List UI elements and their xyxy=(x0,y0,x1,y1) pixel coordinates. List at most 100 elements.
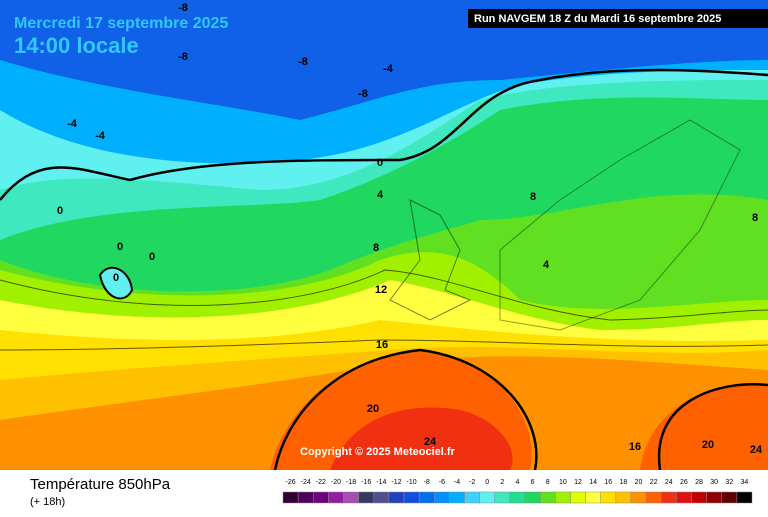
scale-swatch xyxy=(358,491,375,504)
contour-label: -4 xyxy=(67,118,78,130)
scale-label: -2 xyxy=(469,479,475,486)
scale-label: -8 xyxy=(424,479,430,486)
contour-label: 24 xyxy=(424,436,437,448)
scale-label: -22 xyxy=(316,479,326,486)
scale-swatch xyxy=(570,491,586,504)
scale-swatch xyxy=(736,491,753,504)
scale-swatch xyxy=(721,491,738,504)
color-scale: -26 -24 -22 -20 -18 -16 -14 -12 -10 -8 -6 -4 -2 0 2 4 6 8… xyxy=(282,479,753,504)
contour-label: -4 xyxy=(95,130,106,142)
contour-label: 16 xyxy=(629,441,641,453)
scale-label: -16 xyxy=(361,479,371,486)
scale-swatch xyxy=(403,491,420,504)
scale-label: -10 xyxy=(407,479,417,486)
scale-label: 26 xyxy=(680,479,688,486)
scale-swatch xyxy=(524,491,541,504)
scale-label: -14 xyxy=(376,479,386,486)
scale-label: 14 xyxy=(589,479,597,486)
contour-label: 4 xyxy=(377,189,384,201)
scale-swatch xyxy=(676,491,692,504)
contour-label: 8 xyxy=(530,191,536,203)
contour-label: 0 xyxy=(149,251,155,263)
scale-swatch xyxy=(479,491,496,504)
temperature-field xyxy=(0,0,768,470)
scale-label: 30 xyxy=(710,479,718,486)
scale-label: 24 xyxy=(665,479,673,486)
scale-swatch xyxy=(328,491,344,504)
contour-label: -4 xyxy=(383,63,394,75)
scale-swatch xyxy=(434,491,450,504)
scale-swatch xyxy=(555,491,571,504)
scale-label: 34 xyxy=(741,479,749,486)
scale-swatch xyxy=(373,491,390,504)
contour-label: 16 xyxy=(376,339,388,351)
scale-label: 4 xyxy=(516,479,520,486)
contour-labels: -8 -8 -8 -4 -8 -4 -4 0 4 8 8 0 0 0 0 4 8… xyxy=(57,2,763,456)
copyright: Copyright © 2025 Meteociel.fr xyxy=(300,446,456,458)
scale-swatch xyxy=(600,491,617,504)
scale-label: -4 xyxy=(454,479,460,486)
scale-label: 32 xyxy=(725,479,733,486)
time-title: 14:00 locale xyxy=(14,33,139,58)
contour-label: 0 xyxy=(57,205,63,217)
scale-swatch xyxy=(645,491,662,504)
contour-label: 0 xyxy=(377,157,383,169)
contour-label: 0 xyxy=(117,241,123,253)
scale-label: 18 xyxy=(620,479,628,486)
scale-label: 8 xyxy=(546,479,550,486)
contour-label: -8 xyxy=(178,2,188,14)
scale-label: 20 xyxy=(635,479,643,486)
legend-subtitle: (+ 18h) xyxy=(30,496,65,508)
scale-swatch xyxy=(630,491,647,504)
date-title: Mercredi 17 septembre 2025 xyxy=(14,15,228,32)
scale-swatch xyxy=(539,491,556,504)
scale-swatch xyxy=(691,491,707,504)
legend-title: Température 850hPa xyxy=(30,476,171,493)
contour-label: 12 xyxy=(375,284,387,296)
contour-label: 4 xyxy=(543,259,550,271)
contour-lines xyxy=(0,68,768,471)
scale-swatch xyxy=(706,491,722,504)
scale-swatch xyxy=(343,491,359,504)
scale-label: 2 xyxy=(500,479,504,486)
scale-label: -12 xyxy=(391,479,401,486)
contour-label: 20 xyxy=(367,403,379,415)
legend-panel xyxy=(0,470,768,512)
scale-label: -18 xyxy=(346,479,356,486)
scale-swatch xyxy=(494,491,511,504)
scale-swatch xyxy=(282,491,299,504)
scale-label: 22 xyxy=(650,479,658,486)
scale-swatch xyxy=(297,491,314,504)
scale-label: 16 xyxy=(604,479,612,486)
scale-swatch xyxy=(464,491,480,504)
contour-label: 8 xyxy=(373,242,379,254)
scale-label: 6 xyxy=(531,479,535,486)
scale-label: -26 xyxy=(286,479,296,486)
scale-swatch xyxy=(585,491,601,504)
scale-label: -6 xyxy=(439,479,445,486)
contour-label: -8 xyxy=(298,56,308,68)
contour-label: 0 xyxy=(113,272,119,284)
scale-swatch xyxy=(418,491,435,504)
scale-label: 0 xyxy=(485,479,489,486)
scale-swatch xyxy=(388,491,405,504)
contour-label: 24 xyxy=(750,444,763,456)
scale-swatch xyxy=(509,491,526,504)
scale-swatch xyxy=(449,491,465,504)
run-box xyxy=(468,9,768,28)
scale-swatch xyxy=(313,491,329,504)
contour-label: -8 xyxy=(178,51,188,63)
contour-label: 20 xyxy=(702,439,714,451)
scale-label: 10 xyxy=(559,479,567,486)
run-info: Run NAVGEM 18 Z du Mardi 16 septembre 20… xyxy=(474,13,721,25)
scale-label: -24 xyxy=(301,479,311,486)
contour-label: -8 xyxy=(358,88,368,100)
scale-label: 28 xyxy=(695,479,703,486)
scale-swatch xyxy=(615,491,632,504)
scale-swatch xyxy=(660,491,677,504)
scale-label: 12 xyxy=(574,479,582,486)
contour-label: 8 xyxy=(752,212,758,224)
scale-label: -20 xyxy=(331,479,341,486)
